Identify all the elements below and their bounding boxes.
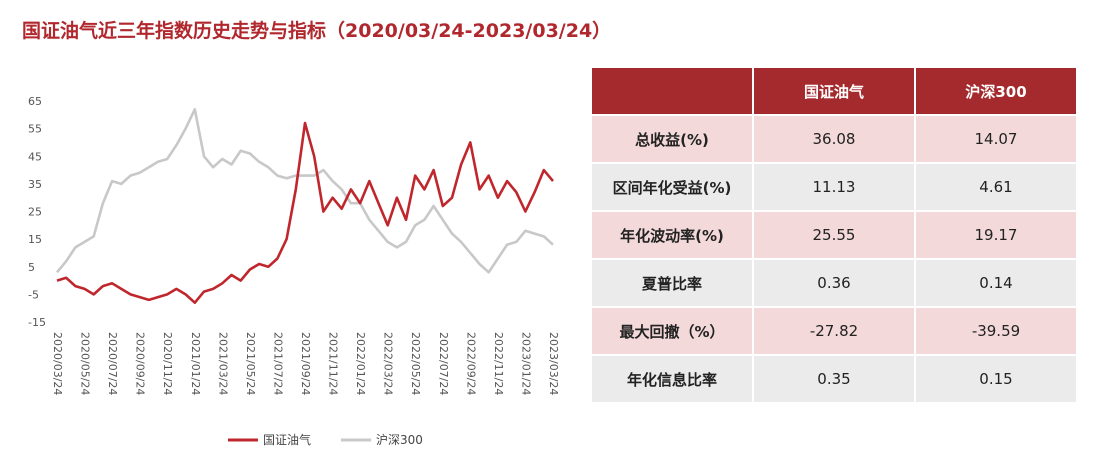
stats-table: 国证油气 沪深300 总收益(%) 36.08 14.07 区间年化受益(%) 11.1… — [590, 66, 1078, 404]
table-row: 年化信息比率 0.35 0.15 — [590, 354, 1078, 404]
y-tick-label: 45 — [28, 150, 42, 163]
x-tick-label: 2020/03/24 — [51, 332, 64, 395]
corner-cell — [590, 66, 754, 116]
x-tick-label: 2021/05/24 — [244, 332, 257, 395]
x-tick-label: 2022/09/24 — [464, 332, 477, 395]
row-label: 区间年化受益(%) — [590, 162, 754, 212]
row-label: 总收益(%) — [590, 114, 754, 164]
table-cell: -27.82 — [752, 306, 916, 356]
y-tick-label: 65 — [28, 95, 42, 108]
x-tick-label: 2023/03/24 — [547, 332, 560, 395]
table-cell: 19.17 — [914, 210, 1078, 260]
table-row: 年化波动率(%) 25.55 19.17 — [590, 210, 1078, 260]
x-tick-label: 2021/09/24 — [299, 332, 312, 395]
x-tick-label: 2021/11/24 — [327, 332, 340, 395]
table-row: 最大回撤（%） -27.82 -39.59 — [590, 306, 1078, 356]
y-tick-label: -5 — [28, 288, 39, 301]
y-tick-label: 25 — [28, 206, 42, 219]
x-tick-label: 2022/07/24 — [437, 332, 450, 395]
header-row: 国证油气 沪深300 — [590, 66, 1078, 116]
y-tick-label: 5 — [28, 261, 35, 274]
table-cell: 0.15 — [914, 354, 1078, 404]
x-tick-label: 2023/01/24 — [519, 332, 532, 395]
chart: -15 -5 5 15 25 35 45 55 65 2020/03/24 2020/05/24 20… — [28, 95, 560, 447]
x-tick-label: 2021/07/24 — [271, 332, 284, 395]
table-cell: 0.14 — [914, 258, 1078, 308]
x-tick-label: 2020/11/24 — [161, 332, 174, 395]
legend-text: 国证油气 — [263, 432, 311, 447]
row-label: 年化波动率(%) — [590, 210, 754, 260]
row-label: 最大回撤（%） — [590, 306, 754, 356]
x-tick-label: 2021/03/24 — [216, 332, 229, 395]
title: 国证油气近三年指数历史走势与指标（2020/03/24-2023/03/24） — [22, 20, 612, 42]
table-cell: 4.61 — [914, 162, 1078, 212]
y-tick-label: -15 — [28, 316, 46, 329]
column-header: 国证油气 — [752, 66, 916, 116]
table-row: 区间年化受益(%) 11.13 4.61 — [590, 162, 1078, 212]
table-cell: 14.07 — [914, 114, 1078, 164]
x-tick-label: 2022/03/24 — [382, 332, 395, 395]
line-series — [55, 108, 554, 274]
x-tick-label: 2022/05/24 — [409, 332, 422, 395]
row-label: 夏普比率 — [590, 258, 754, 308]
x-tick-label: 2022/01/24 — [354, 332, 367, 395]
table-cell: -39.59 — [914, 306, 1078, 356]
table-cell: 25.55 — [752, 210, 916, 260]
x-tick-label: 2022/11/24 — [492, 332, 505, 395]
y-tick-label: 35 — [28, 178, 42, 191]
table-cell: 0.36 — [752, 258, 916, 308]
legend-text: 沪深300 — [376, 433, 423, 447]
y-tick-label: 15 — [28, 233, 42, 246]
column-header: 沪深300 — [914, 66, 1078, 116]
x-tick-label: 2020/09/24 — [134, 332, 147, 395]
x-tick-label: 2020/05/24 — [79, 332, 92, 395]
line-series — [56, 121, 554, 304]
table-row: 总收益(%) 36.08 14.07 — [590, 114, 1078, 164]
y-tick-label: 55 — [28, 123, 42, 136]
table-row: 夏普比率 0.36 0.14 — [590, 258, 1078, 308]
x-tick-label: 2021/01/24 — [189, 332, 202, 395]
table-cell: 0.35 — [752, 354, 916, 404]
row-label: 年化信息比率 — [590, 354, 754, 404]
x-tick-label: 2020/07/24 — [106, 332, 119, 395]
table-cell: 36.08 — [752, 114, 916, 164]
table-cell: 11.13 — [752, 162, 916, 212]
